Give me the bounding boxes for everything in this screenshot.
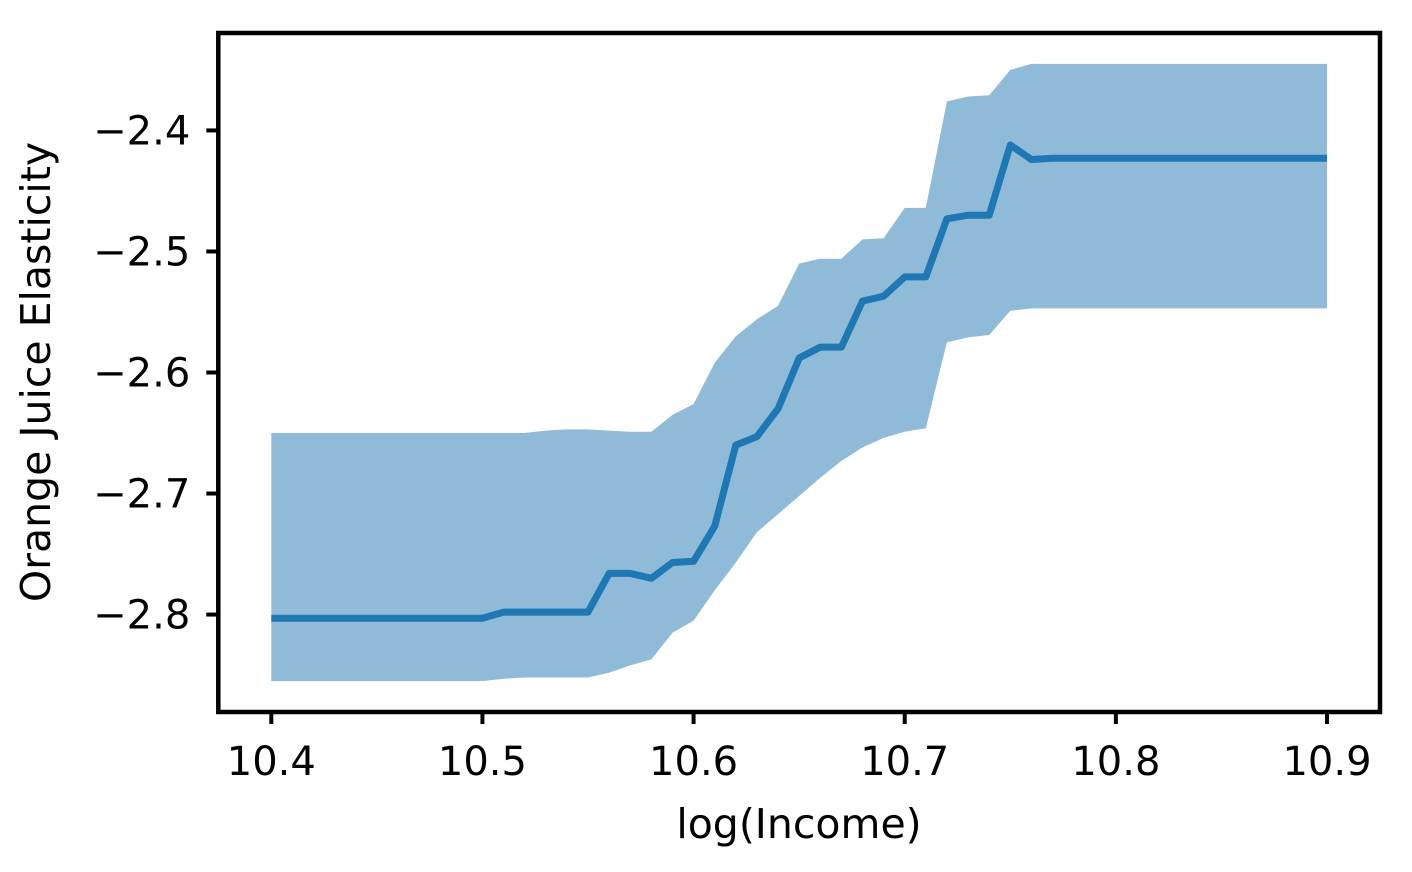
x-tick-label: 10.8 [1071, 739, 1160, 785]
y-tick-label: −2.8 [93, 593, 190, 639]
chart-layers: 10.4 10.5 10.6 10.7 10.8 10.9 −2.4 −2.5 −2.6 −2.7… [93, 30, 1383, 785]
y-tick-label: −2.6 [93, 351, 190, 397]
elasticity-line [271, 141, 1327, 622]
y-tick-label: −2.5 [93, 229, 190, 275]
x-tick-label: 10.4 [227, 739, 316, 785]
y-tick-label: −2.4 [93, 108, 190, 154]
x-tick-label: 10.5 [438, 739, 527, 785]
x-axis-label: log(Income) [676, 800, 921, 848]
x-tick-label: 10.7 [860, 739, 949, 785]
confidence-band [271, 63, 1327, 682]
x-tick-label: 10.9 [1282, 739, 1371, 785]
x-tick-label: 10.6 [649, 739, 738, 785]
y-axis-label: Orange Juice Elasticity [12, 142, 60, 602]
y-tick-label: −2.7 [93, 472, 190, 518]
